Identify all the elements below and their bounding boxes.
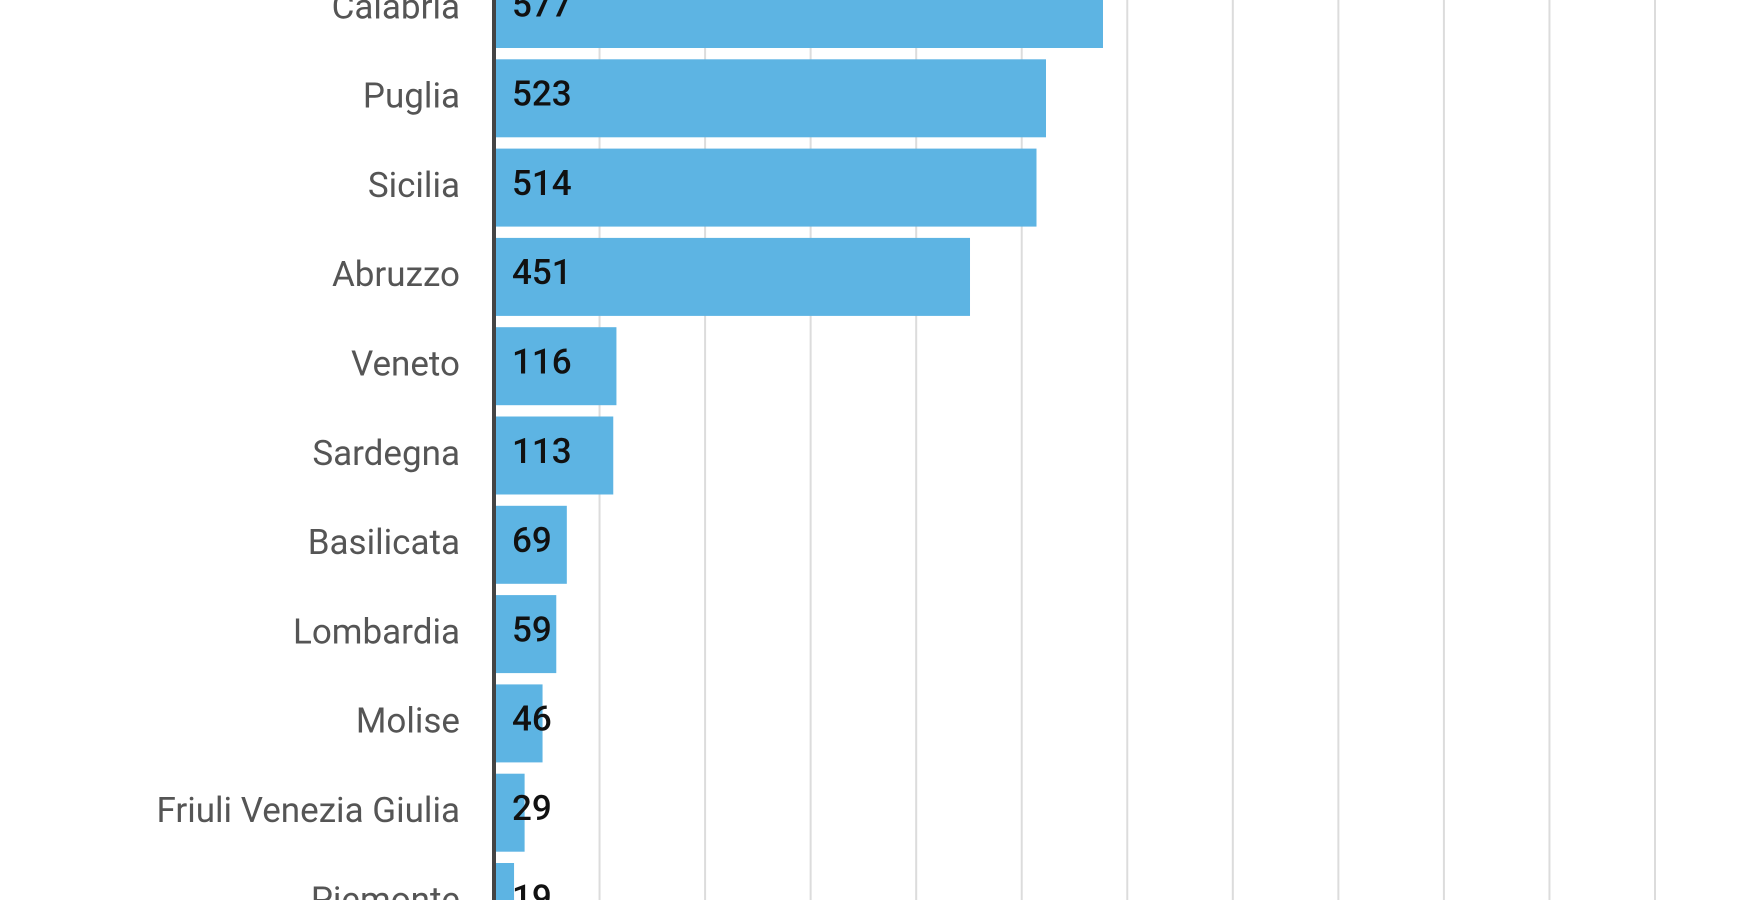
category-label: Basilicata: [308, 522, 460, 563]
value-label: 451: [512, 252, 572, 293]
category-label: Sardegna: [312, 433, 460, 474]
category-label: Piemonte: [311, 879, 460, 900]
category-label: Veneto: [351, 343, 460, 384]
value-label: 523: [512, 74, 572, 115]
category-label: Puglia: [363, 76, 460, 117]
bar: [494, 505, 567, 584]
value-label: 113: [512, 431, 572, 472]
bar: [494, 148, 1037, 227]
category-label: Abruzzo: [332, 254, 460, 295]
bar: [494, 327, 617, 406]
value-label: 19: [512, 877, 552, 900]
category-label: Lombardia: [293, 611, 460, 652]
value-label: 514: [512, 163, 572, 204]
category-label: Friuli Venezia Giulia: [156, 790, 460, 831]
bar: [494, 237, 971, 316]
bar: [494, 684, 543, 763]
value-label: 46: [512, 699, 552, 740]
bar: [494, 863, 515, 900]
value-label: 69: [512, 520, 552, 561]
value-label: 577: [512, 0, 572, 25]
category-label: Molise: [356, 701, 460, 742]
bar: [494, 416, 614, 495]
category-label: Calabria: [332, 0, 460, 27]
bar: [494, 773, 525, 852]
value-label: 116: [512, 341, 572, 382]
bar: [494, 59, 1047, 138]
bar: [494, 595, 557, 674]
category-label: Sicilia: [368, 165, 460, 206]
value-label: 29: [512, 788, 552, 829]
bar: [494, 0, 1103, 48]
value-label: 59: [512, 609, 552, 650]
